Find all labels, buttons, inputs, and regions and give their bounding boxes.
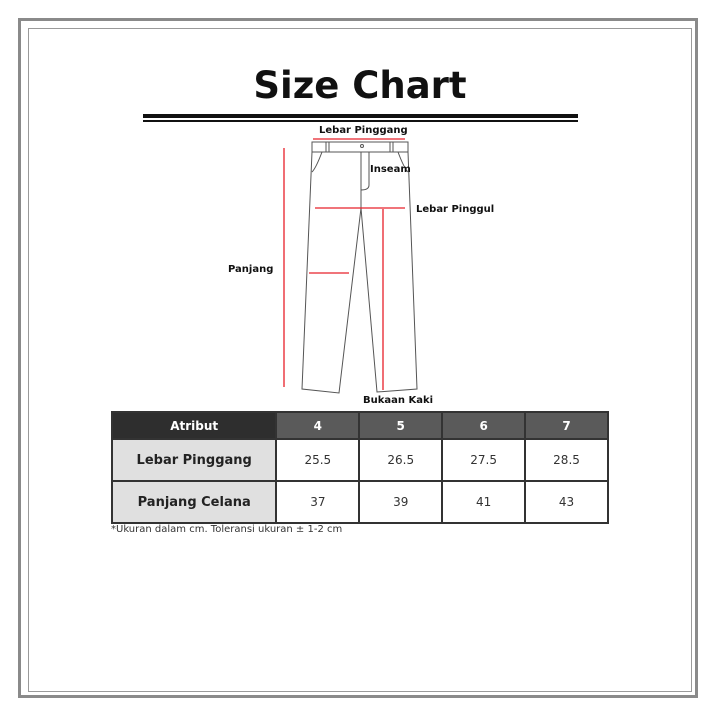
title-divider bbox=[143, 114, 578, 118]
header-cell: 4 bbox=[275, 411, 361, 440]
label-leg-opening: Bukaan Kaki bbox=[363, 395, 434, 406]
belt-loop-right bbox=[389, 141, 394, 153]
row-label: Panjang Celana bbox=[110, 480, 278, 524]
header-cell: Atribut bbox=[110, 411, 278, 440]
table-row: Panjang Celana 37 39 41 43 bbox=[110, 480, 609, 524]
table-cell: 41 bbox=[441, 480, 527, 524]
row-label: Lebar Pinggang bbox=[110, 438, 278, 482]
table-row: Lebar Pinggang 25.5 26.5 27.5 28.5 bbox=[110, 438, 609, 482]
size-table: Atribut 4 5 6 7 Lebar Pinggang 25.5 26.5… bbox=[110, 411, 609, 524]
table-cell: 37 bbox=[275, 480, 361, 524]
waistband bbox=[311, 141, 409, 153]
header-cell: 7 bbox=[524, 411, 609, 440]
pocket-right bbox=[397, 151, 409, 173]
pants-outline bbox=[301, 141, 418, 394]
label-inseam: Inseam bbox=[370, 164, 411, 175]
outer-frame bbox=[18, 18, 698, 698]
label-length: Panjang bbox=[228, 264, 274, 275]
page-title: Size Chart bbox=[253, 64, 467, 107]
fly bbox=[360, 152, 370, 191]
header-cell: 6 bbox=[441, 411, 527, 440]
table-cell: 28.5 bbox=[524, 438, 609, 482]
header-cell: 5 bbox=[358, 411, 444, 440]
tolerance-note: *Ukuran dalam cm. Toleransi ukuran ± 1-2… bbox=[111, 524, 343, 535]
belt-loop-left bbox=[325, 141, 330, 153]
label-hip: Lebar Pinggul bbox=[416, 204, 495, 215]
pocket-left bbox=[311, 151, 323, 173]
button bbox=[360, 144, 364, 148]
inner-frame bbox=[28, 28, 692, 692]
table-cell: 27.5 bbox=[441, 438, 527, 482]
table-cell: 25.5 bbox=[275, 438, 361, 482]
table-cell: 43 bbox=[524, 480, 609, 524]
table-header-row: Atribut 4 5 6 7 bbox=[110, 411, 609, 440]
table-cell: 39 bbox=[358, 480, 444, 524]
table-cell: 26.5 bbox=[358, 438, 444, 482]
label-waist: Lebar Pinggang bbox=[319, 125, 408, 136]
title-divider-thin bbox=[143, 120, 578, 122]
